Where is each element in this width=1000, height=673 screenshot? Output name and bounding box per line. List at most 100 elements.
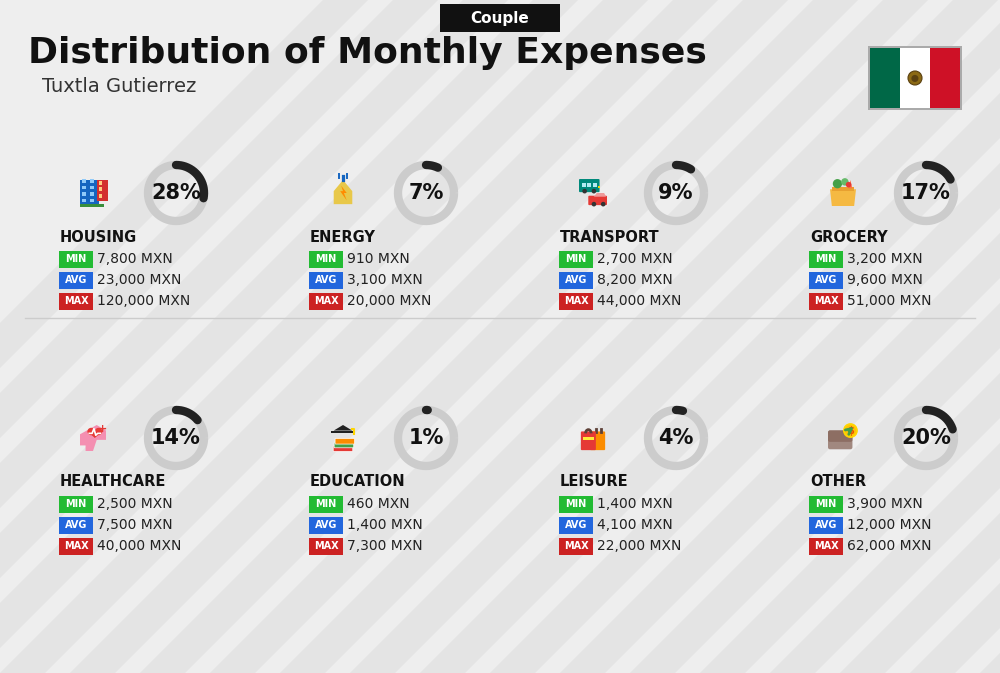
Circle shape xyxy=(908,71,922,85)
Text: 20,000 MXN: 20,000 MXN xyxy=(347,294,431,308)
Polygon shape xyxy=(70,0,788,673)
FancyBboxPatch shape xyxy=(82,192,86,196)
Circle shape xyxy=(601,202,606,207)
Circle shape xyxy=(841,178,849,186)
FancyBboxPatch shape xyxy=(90,199,94,203)
Text: MIN: MIN xyxy=(815,254,837,264)
FancyBboxPatch shape xyxy=(559,271,593,289)
FancyBboxPatch shape xyxy=(82,179,86,183)
Polygon shape xyxy=(420,0,1000,673)
FancyBboxPatch shape xyxy=(59,250,93,267)
Text: 4,100 MXN: 4,100 MXN xyxy=(597,518,673,532)
FancyBboxPatch shape xyxy=(90,179,94,183)
Text: 51,000 MXN: 51,000 MXN xyxy=(847,294,932,308)
FancyBboxPatch shape xyxy=(59,516,93,534)
FancyBboxPatch shape xyxy=(868,46,962,110)
Text: MAX: MAX xyxy=(814,296,838,306)
Text: 2,500 MXN: 2,500 MXN xyxy=(97,497,173,511)
Polygon shape xyxy=(0,0,718,673)
Polygon shape xyxy=(560,0,1000,673)
Polygon shape xyxy=(980,0,1000,673)
FancyBboxPatch shape xyxy=(90,192,94,196)
Polygon shape xyxy=(210,0,928,673)
Text: MAX: MAX xyxy=(64,296,88,306)
FancyBboxPatch shape xyxy=(59,495,93,513)
FancyBboxPatch shape xyxy=(559,293,593,310)
Text: MIN: MIN xyxy=(565,499,587,509)
Text: 7,500 MXN: 7,500 MXN xyxy=(97,518,173,532)
Text: MAX: MAX xyxy=(314,541,338,551)
FancyBboxPatch shape xyxy=(828,431,852,442)
FancyBboxPatch shape xyxy=(333,446,353,452)
Polygon shape xyxy=(350,0,1000,673)
Text: 7,800 MXN: 7,800 MXN xyxy=(97,252,173,266)
Text: MIN: MIN xyxy=(565,254,587,264)
FancyBboxPatch shape xyxy=(59,538,93,555)
Polygon shape xyxy=(140,0,858,673)
FancyBboxPatch shape xyxy=(82,186,86,189)
Polygon shape xyxy=(910,0,1000,673)
FancyBboxPatch shape xyxy=(99,194,102,198)
Text: 2,700 MXN: 2,700 MXN xyxy=(597,252,673,266)
Polygon shape xyxy=(334,180,352,204)
Text: 120,000 MXN: 120,000 MXN xyxy=(97,294,190,308)
Text: +: + xyxy=(98,424,107,433)
Text: AVG: AVG xyxy=(815,520,837,530)
Polygon shape xyxy=(830,189,856,206)
Text: AVG: AVG xyxy=(65,275,87,285)
Polygon shape xyxy=(849,180,852,188)
Polygon shape xyxy=(0,0,508,673)
Text: 1,400 MXN: 1,400 MXN xyxy=(597,497,673,511)
Text: 7,300 MXN: 7,300 MXN xyxy=(347,539,423,553)
FancyBboxPatch shape xyxy=(309,293,343,310)
FancyBboxPatch shape xyxy=(559,495,593,513)
Text: EDUCATION: EDUCATION xyxy=(310,474,406,489)
Text: MAX: MAX xyxy=(564,296,588,306)
Text: MIN: MIN xyxy=(315,499,337,509)
Text: AVG: AVG xyxy=(65,520,87,530)
Text: 9,600 MXN: 9,600 MXN xyxy=(847,273,923,287)
Text: 20%: 20% xyxy=(901,428,951,448)
Text: 9%: 9% xyxy=(658,183,694,203)
FancyBboxPatch shape xyxy=(930,48,960,108)
FancyBboxPatch shape xyxy=(59,293,93,310)
FancyBboxPatch shape xyxy=(335,438,355,444)
Text: AVG: AVG xyxy=(315,275,337,285)
Text: MAX: MAX xyxy=(814,541,838,551)
FancyBboxPatch shape xyxy=(809,293,843,310)
Circle shape xyxy=(846,182,851,187)
Text: AVG: AVG xyxy=(565,520,587,530)
Text: Couple: Couple xyxy=(471,11,529,26)
FancyBboxPatch shape xyxy=(559,516,593,534)
FancyBboxPatch shape xyxy=(579,179,600,192)
Text: LEISURE: LEISURE xyxy=(560,474,629,489)
FancyBboxPatch shape xyxy=(82,199,86,203)
FancyBboxPatch shape xyxy=(587,183,591,187)
Text: HOUSING: HOUSING xyxy=(60,229,137,244)
FancyBboxPatch shape xyxy=(559,250,593,267)
Text: 8,200 MXN: 8,200 MXN xyxy=(597,273,673,287)
Polygon shape xyxy=(840,0,1000,673)
Circle shape xyxy=(95,428,102,435)
Text: 3,200 MXN: 3,200 MXN xyxy=(847,252,923,266)
Text: ⬤: ⬤ xyxy=(911,75,919,81)
Text: MIN: MIN xyxy=(315,254,337,264)
Circle shape xyxy=(833,179,842,188)
Text: 1,400 MXN: 1,400 MXN xyxy=(347,518,423,532)
Polygon shape xyxy=(340,186,347,201)
Polygon shape xyxy=(80,425,106,451)
Polygon shape xyxy=(87,431,102,438)
FancyBboxPatch shape xyxy=(900,48,930,108)
Text: 28%: 28% xyxy=(151,183,201,203)
Text: 44,000 MXN: 44,000 MXN xyxy=(597,294,681,308)
Text: 22,000 MXN: 22,000 MXN xyxy=(597,539,681,553)
Text: ENERGY: ENERGY xyxy=(310,229,376,244)
Text: MAX: MAX xyxy=(64,541,88,551)
FancyBboxPatch shape xyxy=(559,538,593,555)
FancyBboxPatch shape xyxy=(440,4,560,32)
Text: AVG: AVG xyxy=(565,275,587,285)
FancyBboxPatch shape xyxy=(809,538,843,555)
FancyBboxPatch shape xyxy=(309,495,343,513)
Polygon shape xyxy=(0,0,438,673)
FancyBboxPatch shape xyxy=(331,431,355,433)
